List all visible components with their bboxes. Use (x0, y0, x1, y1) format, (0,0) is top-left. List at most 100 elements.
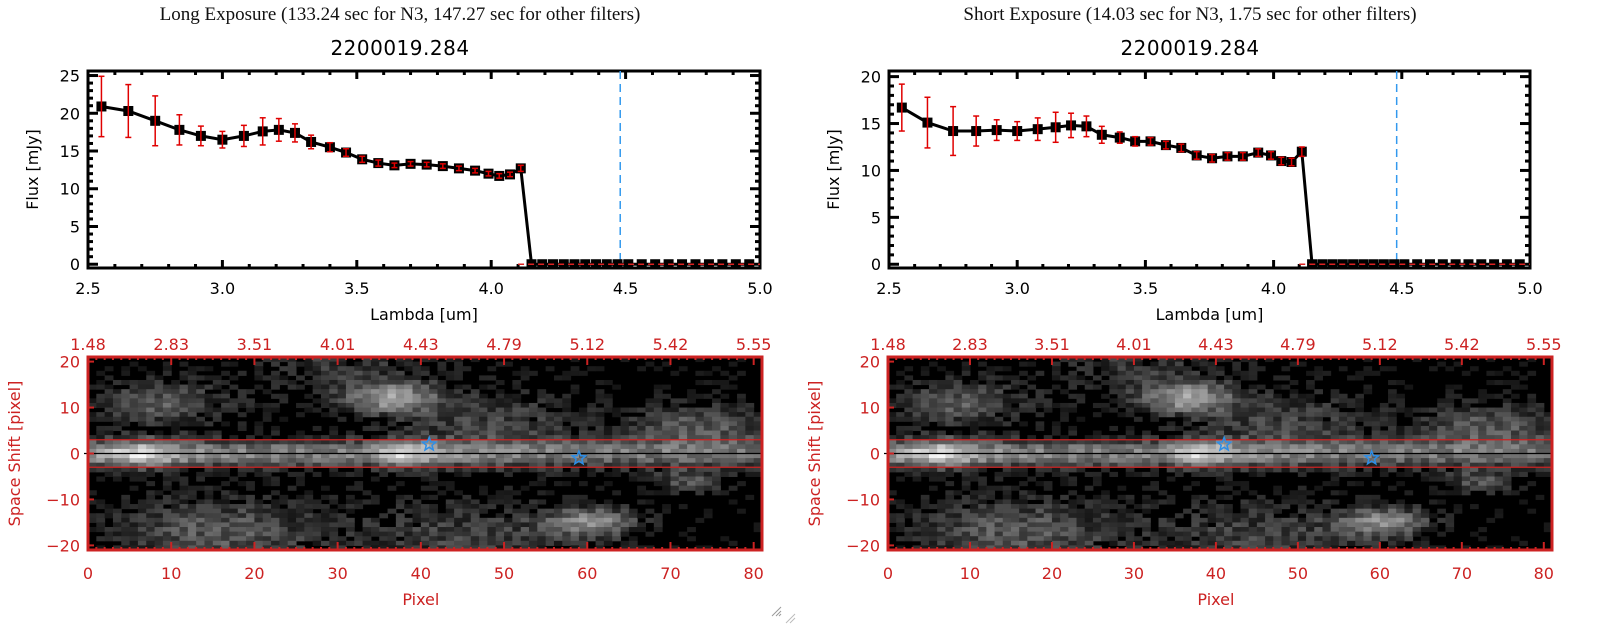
heatmap-pixel (1240, 375, 1250, 381)
heatmap-pixel (595, 448, 605, 454)
heatmap-pixel (1273, 467, 1282, 473)
heatmap-pixel (204, 384, 214, 390)
heatmap-pixel (354, 467, 364, 473)
heatmap-pixel (520, 504, 530, 510)
heatmap-pixel (462, 508, 472, 514)
heatmap-pixel (354, 379, 364, 386)
heatmap-pixel (187, 439, 197, 445)
heatmap-pixel (1330, 536, 1340, 542)
heatmap-pixel (1273, 444, 1282, 450)
resize-grip-icon[interactable] (770, 605, 782, 617)
heatmap-pixel (994, 522, 1004, 528)
heatmap-pixel (1371, 481, 1381, 487)
heatmap-pixel (1035, 522, 1045, 528)
heatmap-pixel (171, 407, 181, 413)
heatmap-pixel (1412, 540, 1422, 546)
y-tick-label: 0 (70, 445, 80, 464)
heatmap-pixel (961, 527, 971, 533)
heatmap-pixel (146, 389, 156, 395)
heatmap-pixel (296, 412, 305, 418)
heatmap-pixel (187, 370, 197, 376)
heatmap-pixel (104, 402, 114, 409)
heatmap-pixel (978, 375, 987, 381)
heatmap-pixel (437, 389, 447, 395)
heatmap-pixel (112, 393, 122, 399)
heatmap-pixel (1338, 393, 1348, 399)
heatmap-pixel (1150, 453, 1160, 459)
heatmap-pixel (1092, 536, 1102, 542)
heatmap-pixel (395, 504, 405, 510)
heatmap-pixel (1027, 531, 1037, 537)
heatmap-pixel (196, 384, 205, 390)
heatmap-pixel (1191, 402, 1201, 409)
heatmap-pixel (487, 527, 497, 533)
heatmap-pixel (645, 499, 655, 505)
heatmap-pixel (1338, 435, 1348, 441)
heatmap-pixel (1363, 494, 1373, 500)
heatmap-pixel (1396, 517, 1405, 523)
heatmap-pixel (1371, 425, 1381, 432)
heatmap-pixel (171, 444, 181, 450)
heatmap-pixel (1314, 366, 1323, 372)
heatmap-pixel (1297, 467, 1307, 473)
heatmap-pixel (1092, 522, 1102, 528)
heatmap-pixel (1117, 458, 1127, 464)
heatmap-pixel (129, 467, 139, 473)
heatmap-pixel (246, 522, 255, 528)
heatmap-pixel (1396, 527, 1405, 533)
heatmap-pixel (395, 384, 405, 390)
heatmap-pixel (1092, 430, 1102, 436)
heatmap-pixel (212, 448, 222, 454)
heatmap-pixel (312, 366, 322, 372)
heatmap-pixel (1404, 462, 1414, 468)
heatmap-pixel (462, 467, 472, 473)
heatmap-pixel (1289, 531, 1299, 537)
heatmap-pixel (504, 490, 513, 496)
heatmap-pixel (1010, 536, 1020, 542)
heatmap-pixel (937, 527, 946, 533)
heatmap-pixel (678, 439, 688, 445)
heatmap-pixel (429, 421, 438, 427)
heatmap-pixel (570, 494, 580, 500)
heatmap-pixel (1379, 430, 1389, 436)
heatmap-pixel (387, 416, 397, 422)
heatmap-pixel (104, 458, 114, 464)
heatmap-pixel (1338, 412, 1348, 418)
heatmap-pixel (487, 416, 497, 422)
heatmap-pixel (1420, 522, 1430, 528)
heatmap-pixel (412, 393, 422, 399)
heatmap-pixel (1330, 458, 1340, 464)
heatmap-pixel (570, 448, 580, 454)
heatmap-pixel (237, 540, 247, 546)
heatmap-pixel (570, 531, 580, 537)
heatmap-pixel (404, 384, 414, 390)
heatmap-pixel (595, 393, 605, 399)
heatmap-pixel (1240, 448, 1250, 454)
heatmap-pixel (1002, 517, 1012, 523)
heatmap-pixel (1224, 471, 1233, 477)
heatmap-pixel (1191, 439, 1201, 445)
heatmap-pixel (1051, 504, 1061, 510)
heatmap-pixel (703, 379, 713, 386)
heatmap-pixel (171, 453, 181, 459)
heatmap-pixel (1330, 476, 1340, 482)
heatmap-pixel (969, 494, 979, 500)
heatmap-pixel (420, 430, 430, 436)
heatmap-pixel (1035, 448, 1045, 454)
heatmap-pixel (945, 412, 955, 418)
heatmap-pixel (1207, 536, 1217, 542)
heatmap-pixel (1084, 508, 1094, 514)
heatmap-pixel (387, 366, 397, 372)
heatmap-pixel (753, 425, 763, 432)
heatmap-pixel (271, 379, 280, 386)
heatmap-pixel (1035, 471, 1045, 477)
heatmap-pixel (296, 471, 305, 477)
heatmap-pixel (395, 462, 405, 468)
heatmap-pixel (462, 540, 472, 546)
heatmap-pixel (387, 439, 397, 445)
heatmap-pixel (212, 412, 222, 418)
heatmap-pixel (1338, 458, 1348, 464)
heatmap-pixel (912, 522, 922, 528)
heatmap-pixel (187, 435, 197, 441)
heatmap-pixel (212, 508, 222, 514)
